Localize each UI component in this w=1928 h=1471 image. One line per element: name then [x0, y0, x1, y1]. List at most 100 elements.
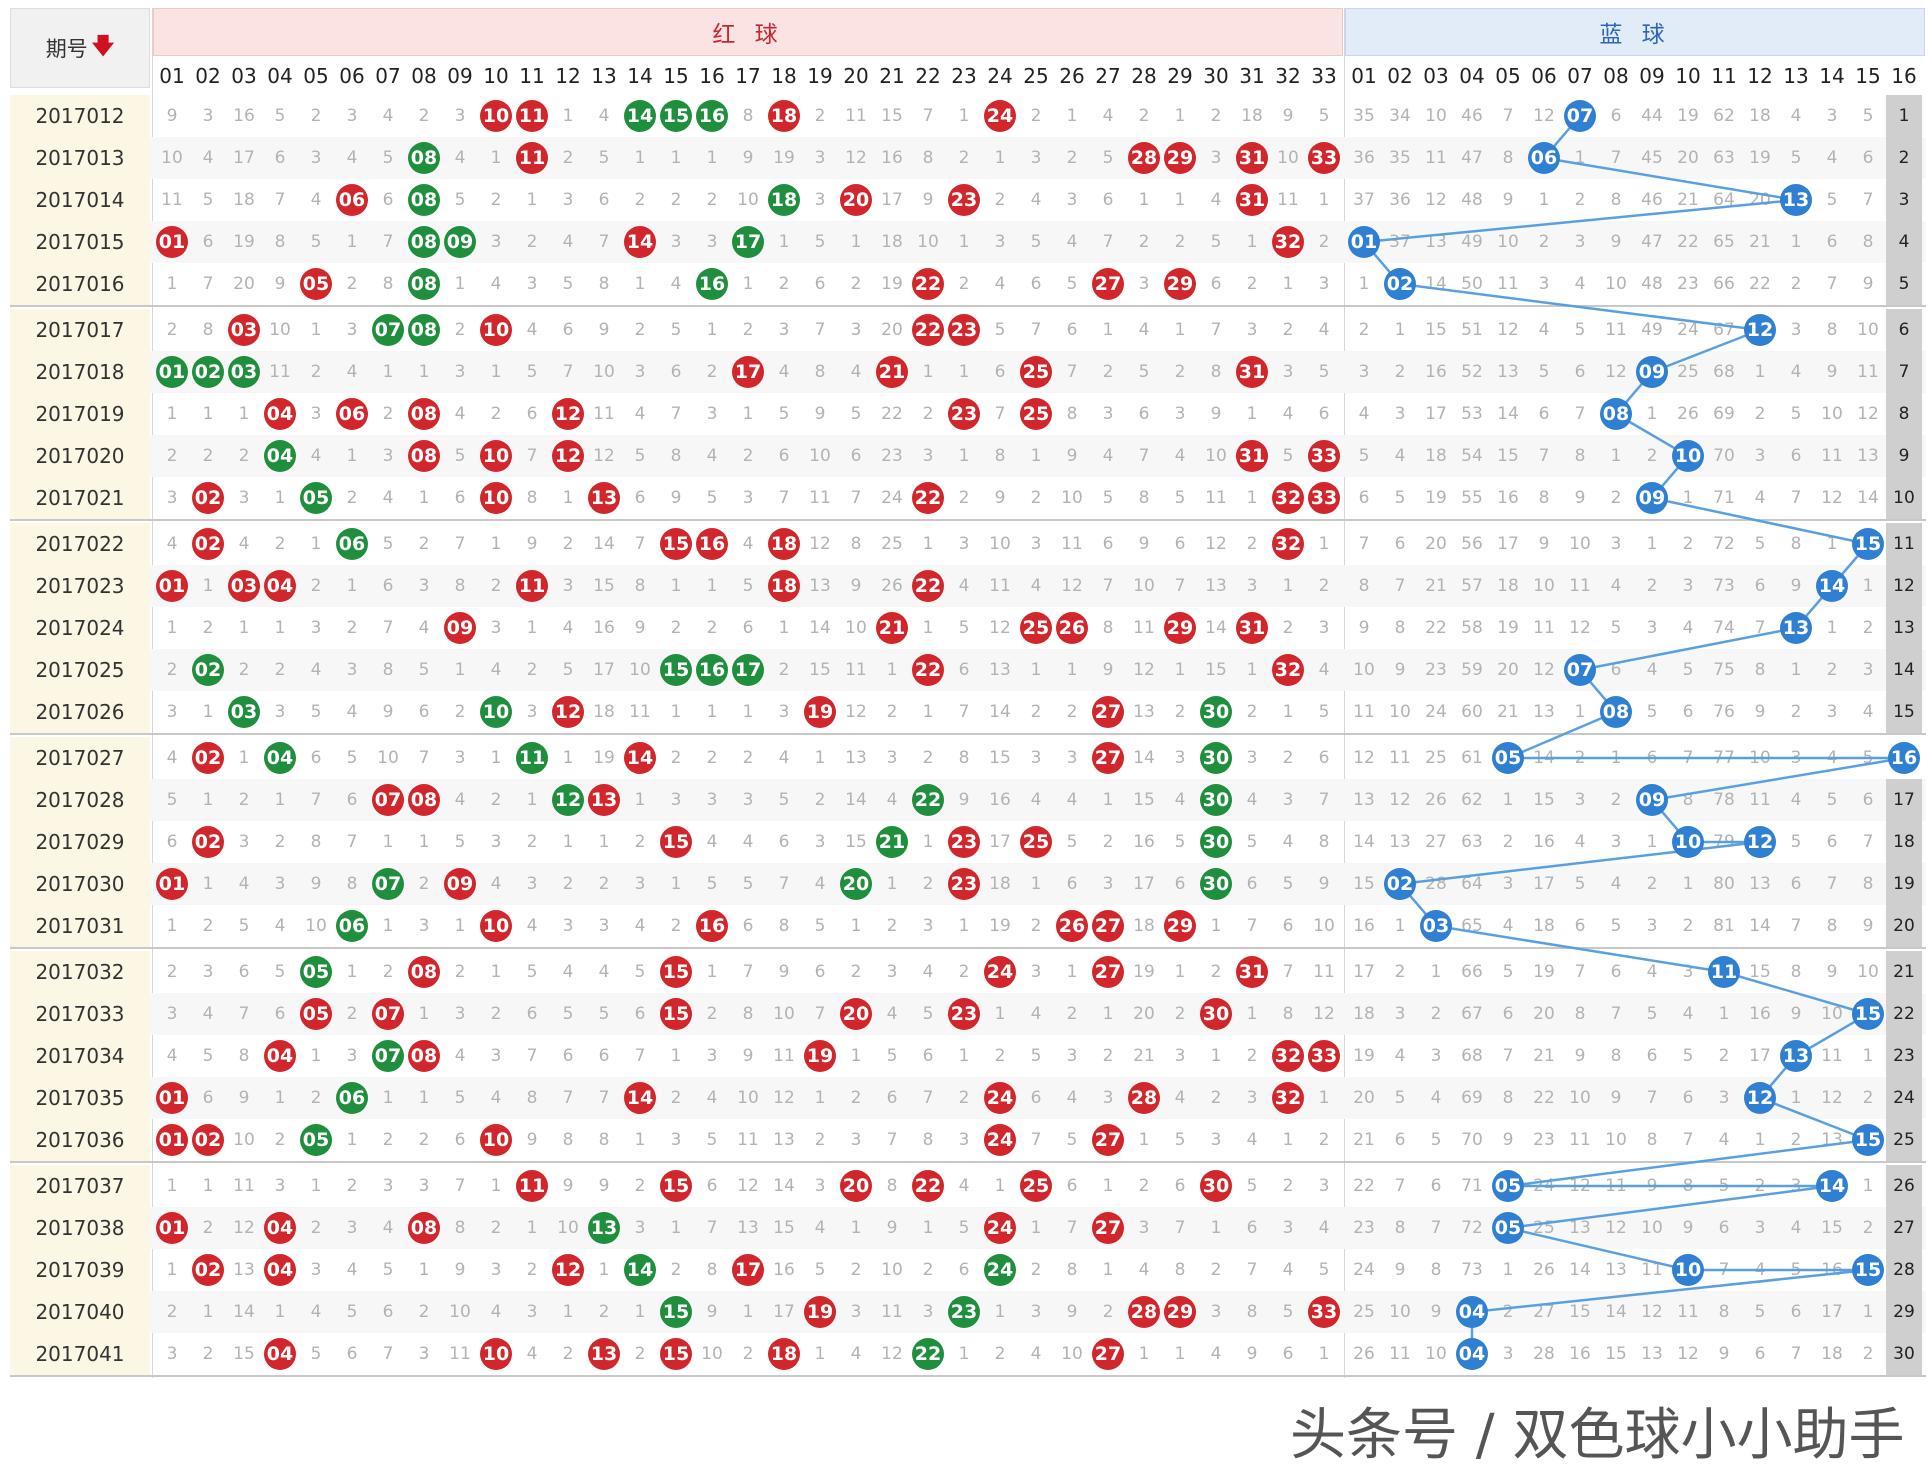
red-drawn-cell: 15	[658, 523, 694, 565]
red-ball: 05	[300, 268, 332, 300]
blue-miss-count-cell: 9	[1610, 1088, 1622, 1108]
red-ball: 27	[1092, 1338, 1124, 1370]
red-ball: 27	[1092, 956, 1124, 988]
red-drawn-cell: 23	[946, 309, 982, 351]
miss-count-cell: 5	[274, 106, 286, 126]
period-cell: 2017024	[10, 607, 150, 649]
blue-miss-count-cell: 69	[1461, 1088, 1483, 1108]
blue-miss-count-cell: 4	[1394, 446, 1406, 466]
blue-miss-count-cell: 1	[1430, 962, 1442, 982]
blue-miss-count-cell: 52	[1461, 362, 1483, 382]
blue-miss-count-cell: 51	[1461, 320, 1483, 340]
blue-miss-count-cell: 6	[1886, 309, 1922, 351]
period-header[interactable]: 期号 🡇	[10, 8, 150, 88]
blue-drawn-cell: 07	[1562, 95, 1598, 137]
miss-count-cell: 1	[526, 1218, 538, 1238]
blue-miss-count-cell: 7	[1790, 1344, 1802, 1364]
blue-miss-count-cell: 5	[1610, 618, 1622, 638]
miss-count-cell: 1	[742, 404, 754, 424]
red-drawn-cell: 02	[190, 351, 226, 393]
blue-miss-count-cell: 20	[1425, 534, 1447, 554]
period-cell: 2017036	[10, 1119, 150, 1161]
red-drawn-cell: 09	[442, 221, 478, 263]
blue-miss-count-cell: 2	[1646, 446, 1658, 466]
blue-drawn-cell: 06	[1526, 137, 1562, 179]
table-row: 2017015 01 6 19 8 5 1 7 08 09 3 2 4 7 14 3 3 17 1 5 1 18 10 1 3 5…	[10, 221, 1926, 263]
miss-count-cell: 6	[1174, 874, 1186, 894]
group-separator	[10, 305, 1926, 307]
miss-count-cell: 2	[310, 1088, 322, 1108]
blue-miss-count-cell: 7	[1862, 832, 1874, 852]
miss-count-cell: 10	[1313, 916, 1335, 936]
miss-count-cell: 3	[1210, 1130, 1222, 1150]
miss-count-cell: 10	[989, 534, 1011, 554]
blue-miss-count-cell: 6	[1394, 534, 1406, 554]
red-drawn-cell: 22	[910, 649, 946, 691]
table-row: 2017018 01 02 03 11 2 4 1 1 3 1 5 7 10 3 6 2 17 4 8 4 21 1 1 6 25…	[10, 351, 1926, 393]
miss-count-cell: 1	[886, 660, 898, 680]
miss-count-cell: 3	[634, 874, 646, 894]
blue-miss-count-cell: 7	[1754, 618, 1766, 638]
miss-count-cell: 1	[1246, 404, 1258, 424]
miss-count-cell: 1	[670, 702, 682, 722]
miss-count-cell: 7	[1282, 962, 1294, 982]
miss-count-cell: 4	[1102, 446, 1114, 466]
miss-count-cell: 6	[634, 1004, 646, 1024]
miss-count-cell: 1	[598, 1260, 610, 1280]
miss-count-cell: 19	[233, 232, 255, 252]
miss-count-cell: 12	[1205, 534, 1227, 554]
blue-miss-count-cell: 18	[1749, 106, 1771, 126]
blue-column-number: 14	[1819, 64, 1845, 88]
blue-miss-count-cell: 8	[1718, 1302, 1730, 1322]
blue-miss-count-cell: 16	[1533, 832, 1555, 852]
miss-count-cell: 9	[850, 576, 862, 596]
blue-miss-count-cell: 2	[1358, 320, 1370, 340]
miss-count-cell: 1	[670, 874, 682, 894]
blue-miss-count-cell: 80	[1713, 874, 1735, 894]
red-ball: 20	[840, 1170, 872, 1202]
miss-count-cell: 5	[454, 190, 466, 210]
blue-miss-count-cell: 22	[1886, 993, 1922, 1035]
miss-count-cell: 2	[634, 1176, 646, 1196]
miss-count-cell: 7	[1066, 362, 1078, 382]
red-ball: 31	[1236, 356, 1268, 388]
red-ball: 29	[1164, 910, 1196, 942]
miss-count-cell: 3	[1066, 1046, 1078, 1066]
red-drawn-cell: 07	[370, 309, 406, 351]
blue-miss-count-cell: 1	[1538, 190, 1550, 210]
red-drawn-cell: 08	[406, 309, 442, 351]
red-ball: 12	[552, 696, 584, 728]
miss-count-cell: 2	[1210, 1088, 1222, 1108]
miss-count-cell: 6	[346, 1344, 358, 1364]
miss-count-cell: 7	[418, 748, 430, 768]
miss-count-cell: 3	[166, 702, 178, 722]
miss-count-cell: 13	[809, 576, 831, 596]
repeat-number-ball: 10	[480, 696, 512, 728]
blue-miss-count-cell: 7	[1430, 1218, 1442, 1238]
red-ball: 27	[1092, 1212, 1124, 1244]
red-drawn-cell: 07	[370, 863, 406, 905]
sort-arrow-icon[interactable]: 🡇	[91, 34, 115, 59]
red-ball: 10	[480, 440, 512, 472]
miss-count-cell: 2	[274, 534, 286, 554]
miss-count-cell: 18	[1241, 106, 1263, 126]
blue-miss-count-cell: 23	[1353, 1218, 1375, 1238]
blue-miss-count-cell: 9	[1826, 362, 1838, 382]
miss-count-cell: 10	[917, 232, 939, 252]
red-drawn-cell: 31	[1234, 179, 1270, 221]
miss-count-cell: 1	[238, 618, 250, 638]
blue-miss-count-cell: 12	[1821, 488, 1843, 508]
blue-miss-count-cell: 1	[1862, 1176, 1874, 1196]
miss-count-cell: 1	[922, 832, 934, 852]
miss-count-cell: 7	[922, 106, 934, 126]
miss-count-cell: 1	[166, 404, 178, 424]
period-cell: 2017017	[10, 309, 150, 351]
red-drawn-cell: 08	[406, 221, 442, 263]
period-cell: 2017030	[10, 863, 150, 905]
blue-miss-count-cell: 59	[1461, 660, 1483, 680]
blue-column-number: 02	[1387, 64, 1413, 88]
miss-count-cell: 1	[166, 1260, 178, 1280]
blue-miss-count-cell: 4	[1682, 618, 1694, 638]
red-drawn-cell: 11	[514, 1165, 550, 1207]
blue-miss-count-cell: 14	[1497, 404, 1519, 424]
